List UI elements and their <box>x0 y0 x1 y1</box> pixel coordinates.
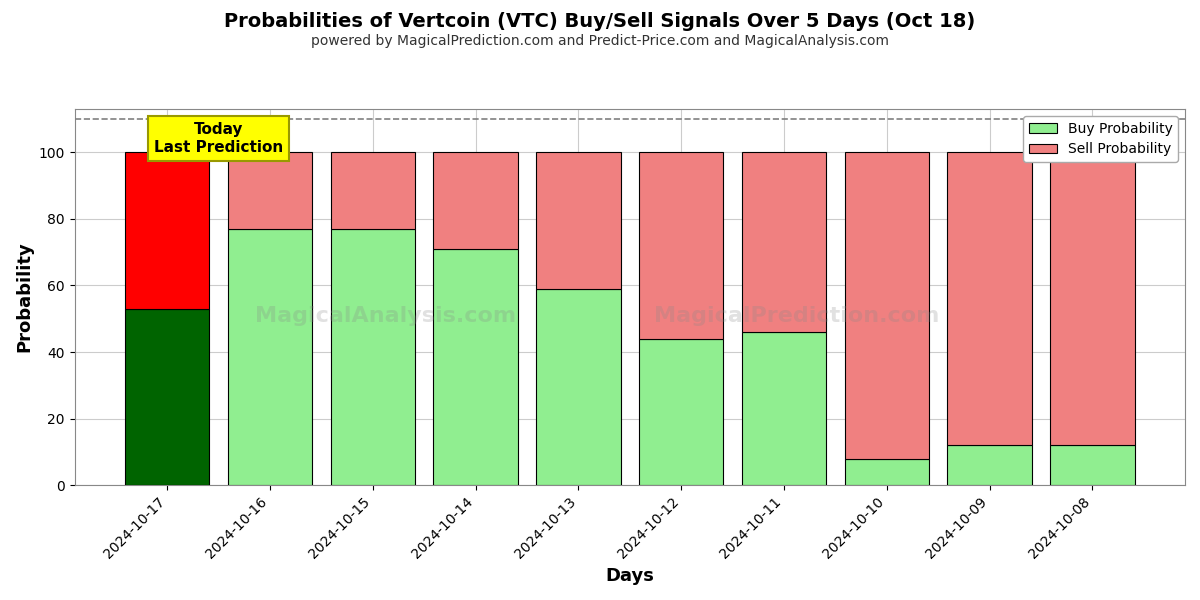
Text: MagicalPrediction.com: MagicalPrediction.com <box>654 306 940 326</box>
Bar <box>948 152 1032 445</box>
Bar <box>742 332 826 485</box>
Bar <box>1050 445 1134 485</box>
Bar <box>331 229 415 485</box>
Bar <box>433 249 517 485</box>
Y-axis label: Probability: Probability <box>16 242 34 352</box>
Bar <box>845 458 929 485</box>
Bar <box>536 152 620 289</box>
Bar <box>228 229 312 485</box>
Legend: Buy Probability, Sell Probability: Buy Probability, Sell Probability <box>1024 116 1178 162</box>
Bar <box>1050 152 1134 445</box>
Text: Today
Last Prediction: Today Last Prediction <box>154 122 283 155</box>
Bar <box>125 152 210 309</box>
Bar <box>948 445 1032 485</box>
Bar <box>845 152 929 458</box>
Bar <box>125 309 210 485</box>
Bar <box>640 338 724 485</box>
Bar <box>433 152 517 249</box>
Bar <box>331 152 415 229</box>
Bar <box>640 152 724 338</box>
Text: powered by MagicalPrediction.com and Predict-Price.com and MagicalAnalysis.com: powered by MagicalPrediction.com and Pre… <box>311 34 889 48</box>
Bar <box>228 152 312 229</box>
Text: MagicalAnalysis.com: MagicalAnalysis.com <box>254 306 516 326</box>
Bar <box>742 152 826 332</box>
X-axis label: Days: Days <box>605 567 654 585</box>
Bar <box>536 289 620 485</box>
Text: Probabilities of Vertcoin (VTC) Buy/Sell Signals Over 5 Days (Oct 18): Probabilities of Vertcoin (VTC) Buy/Sell… <box>224 12 976 31</box>
